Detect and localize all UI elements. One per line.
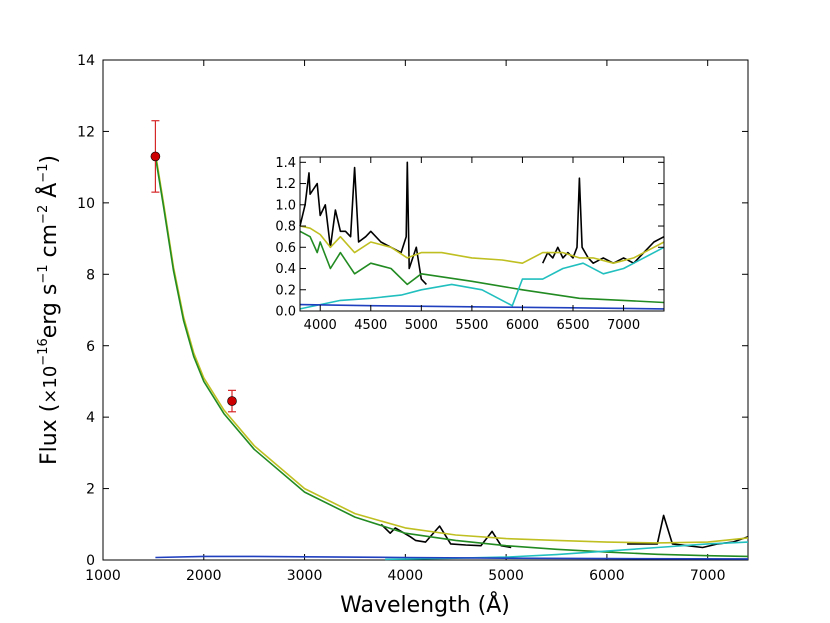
- inset-y-tick-label: 0.6: [275, 241, 296, 256]
- inset-panel: 4000 4500 5000 5500 6000 6500 7000 0.00.20.40.…: [275, 156, 665, 333]
- main-y-tick-label: 2: [86, 482, 95, 498]
- inset-x-tick-label: 7000: [607, 318, 640, 333]
- inset-series-total-model: [299, 225, 665, 265]
- main-y-tick-label: 14: [77, 53, 95, 69]
- main-y-tick-label: 10: [77, 196, 95, 212]
- inset-x-ticks: 4000 4500 5000 5500 6000 6500 7000: [304, 157, 640, 333]
- inset-y-tick-label: 0.0: [275, 305, 296, 320]
- main-series-power-law-component: [155, 555, 749, 560]
- inset-y-tick-label: 1.0: [275, 198, 296, 213]
- main-y-tick-label: 12: [77, 124, 95, 140]
- inset-x-tick-label: 4500: [354, 318, 387, 333]
- main-series: [154, 152, 749, 561]
- inset-y-ticks: 0.0 0.2 0.4 0.6 0.8 1.0 1.2 1.4: [275, 156, 664, 320]
- main-series-uv-continuum-component: [154, 156, 749, 558]
- inset-series-host-galaxy-component: [299, 246, 665, 310]
- inset-y-tick-label: 0.8: [275, 220, 296, 235]
- x-axis-label: Wavelength (Å): [340, 591, 510, 618]
- main-series-host-galaxy-component: [385, 541, 749, 561]
- main-y-tick-label: 6: [86, 339, 95, 355]
- inset-y-tick-label: 1.2: [275, 177, 296, 192]
- main-x-tick-label: 7000: [690, 568, 726, 584]
- inset-plot-frame: [299, 156, 665, 312]
- inset-x-tick-label: 5500: [455, 318, 488, 333]
- inset-x-tick-label: 6500: [556, 318, 589, 333]
- main-x-tick-label: 6000: [589, 568, 625, 584]
- main-x-tick-label: 4000: [388, 568, 424, 584]
- inset-background: [300, 157, 664, 311]
- main-x-tick-label: 3000: [287, 568, 323, 584]
- main-y-tick-label: 0: [86, 553, 95, 569]
- photometry-point: [227, 396, 237, 406]
- main-panel: 1000 2000 3000 4000 5000 6000 7000 0 2 4 6 8 10 12 14: [77, 53, 749, 584]
- main-y-ticks: 0 2 4 6 8 10 12 14: [77, 53, 748, 569]
- inset-series-uv-continuum-component: [299, 230, 665, 304]
- inset-x-tick-label: 5000: [405, 318, 438, 333]
- inset-x-tick-label: 6000: [506, 318, 539, 333]
- y-axis-label: Flux (×10−16erg s−1 cm−2 Å−1): [35, 155, 62, 465]
- main-x-tick-label: 5000: [488, 568, 524, 584]
- main-y-tick-label: 4: [86, 410, 95, 426]
- main-plot-frame: [102, 59, 749, 561]
- inset-series: [299, 161, 665, 310]
- main-y-tick-label: 8: [86, 267, 95, 283]
- inset-series-observed-spectrum: [299, 161, 427, 285]
- main-series-observed-spectrum: [380, 523, 512, 549]
- photometry-point: [150, 151, 161, 162]
- main-x-tick-label: 1000: [85, 568, 121, 584]
- main-photometry-points: [150, 120, 237, 413]
- inset-y-tick-label: 0.2: [275, 283, 296, 298]
- inset-x-tick-label: 4000: [304, 318, 337, 333]
- inset-y-tick-label: 0.4: [275, 262, 296, 277]
- inset-y-tick-label: 1.4: [275, 156, 296, 171]
- main-x-tick-label: 2000: [186, 568, 222, 584]
